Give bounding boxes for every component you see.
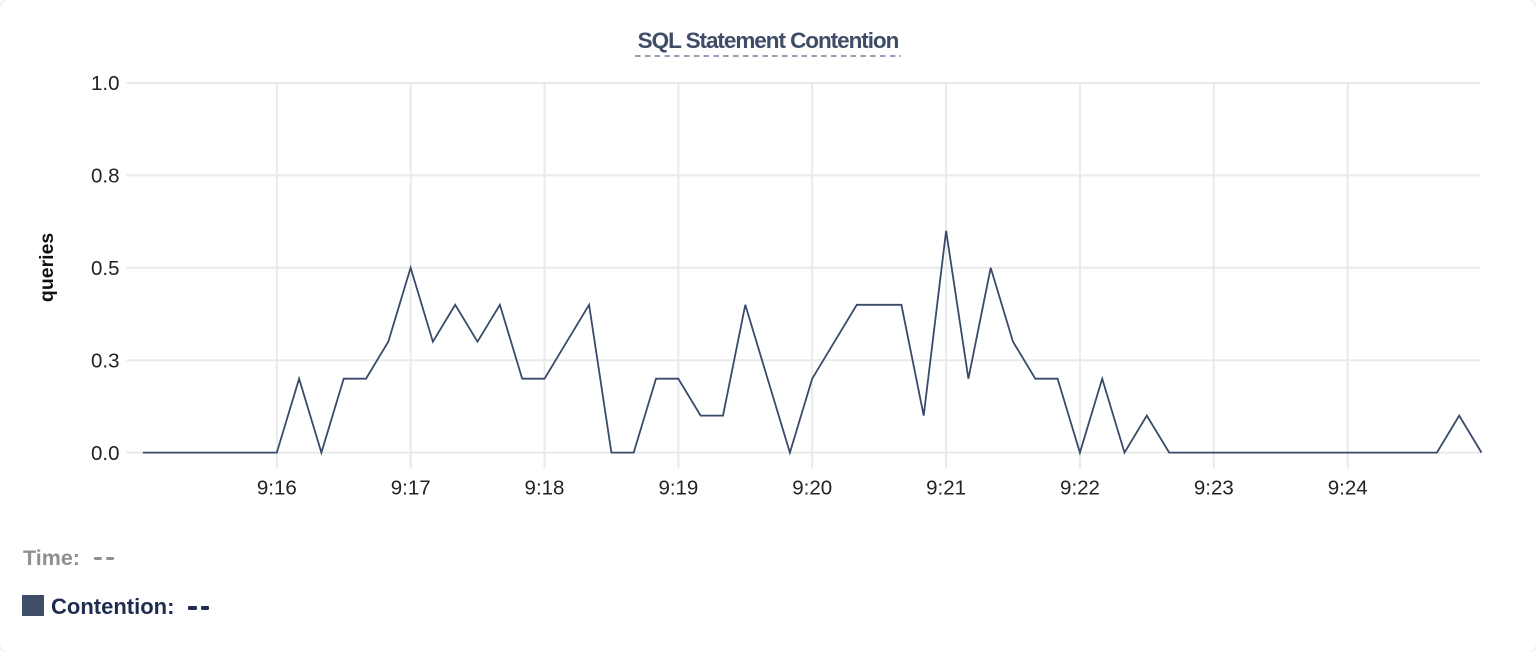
svg-text:0.0: 0.0	[91, 442, 120, 465]
svg-text:9:24: 9:24	[1328, 476, 1368, 499]
svg-text:1.0: 1.0	[91, 72, 120, 95]
svg-text:9:17: 9:17	[391, 476, 431, 499]
svg-text:9:19: 9:19	[658, 476, 698, 499]
svg-text:9:20: 9:20	[792, 476, 832, 499]
svg-text:0.8: 0.8	[91, 165, 120, 188]
svg-text:9:23: 9:23	[1194, 476, 1234, 499]
svg-text:queries: queries	[36, 233, 58, 303]
svg-text:9:18: 9:18	[525, 476, 565, 499]
svg-text:9:16: 9:16	[257, 476, 297, 499]
svg-text:0.3: 0.3	[91, 349, 120, 372]
svg-text:9:21: 9:21	[926, 476, 966, 499]
svg-text:0.5: 0.5	[91, 257, 120, 280]
svg-text:9:22: 9:22	[1060, 476, 1100, 499]
